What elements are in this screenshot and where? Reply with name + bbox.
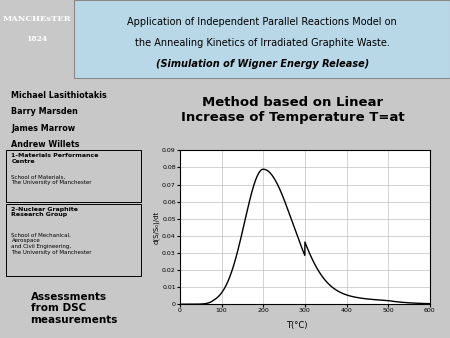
Text: School of Mechanical,
Aerospace
and Civil Engineering,
The University of Manches: School of Mechanical, Aerospace and Civi…: [12, 233, 92, 255]
Text: (Simulation of Wigner Energy Release): (Simulation of Wigner Energy Release): [156, 59, 369, 69]
FancyBboxPatch shape: [74, 0, 450, 78]
Text: James Marrow: James Marrow: [11, 124, 76, 133]
FancyBboxPatch shape: [6, 204, 141, 276]
Text: School of Materials,
The University of Manchester: School of Materials, The University of M…: [12, 175, 92, 186]
Text: Application of Independent Parallel Reactions Model on: Application of Independent Parallel Reac…: [127, 17, 397, 27]
Text: Method based on Linear
Increase of Temperature T=at: Method based on Linear Increase of Tempe…: [181, 96, 404, 124]
Y-axis label: d(S/S₀)/dt: d(S/S₀)/dt: [153, 211, 159, 244]
Text: the Annealing Kinetics of Irradiated Graphite Waste.: the Annealing Kinetics of Irradiated Gra…: [135, 38, 390, 48]
Text: T(°C): T(°C): [286, 320, 308, 330]
Text: MANCHEsTER: MANCHEsTER: [3, 15, 72, 23]
Text: Barry Marsden: Barry Marsden: [11, 107, 78, 117]
Text: Assessments
from DSC
measurements: Assessments from DSC measurements: [31, 292, 118, 325]
Text: 2-Nuclear Graphite
Research Group: 2-Nuclear Graphite Research Group: [12, 207, 78, 217]
FancyBboxPatch shape: [6, 150, 141, 202]
Text: Michael Lasithiotakis: Michael Lasithiotakis: [11, 91, 107, 100]
Text: Andrew Willets: Andrew Willets: [11, 140, 80, 149]
Text: 1-Materials Performance
Centre: 1-Materials Performance Centre: [12, 153, 99, 164]
Text: 1824: 1824: [27, 35, 48, 43]
